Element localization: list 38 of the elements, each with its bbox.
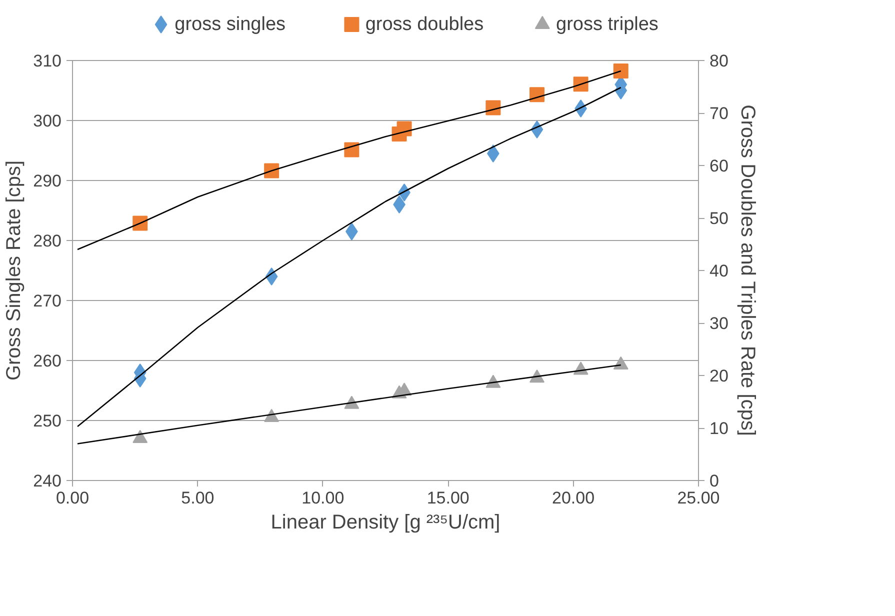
point bbox=[396, 121, 412, 136]
point bbox=[573, 76, 588, 92]
y-tick-label: 240 bbox=[33, 472, 62, 490]
y2-tick-label: 80 bbox=[710, 52, 728, 70]
y-tick-label: 250 bbox=[33, 412, 62, 430]
y-tick-label: 270 bbox=[33, 292, 62, 310]
point bbox=[344, 142, 360, 158]
y2-tick-label: 60 bbox=[710, 156, 728, 176]
y2-tick-label: 30 bbox=[710, 314, 728, 333]
y2-tick-label: 20 bbox=[710, 366, 728, 386]
y2-tick-label: 70 bbox=[710, 104, 728, 123]
point bbox=[486, 100, 501, 116]
point bbox=[529, 87, 544, 102]
y-tick-label: 300 bbox=[33, 112, 62, 130]
x-tick-label: 15.00 bbox=[426, 488, 470, 508]
x-tick-label: 20.00 bbox=[552, 488, 595, 508]
y2-tick-label: 40 bbox=[710, 262, 728, 280]
y2-axis-title: Gross Doubles and Triples Rate [cps] bbox=[736, 104, 758, 436]
y2-tick-label: 50 bbox=[710, 209, 728, 228]
x-tick-label: 10.00 bbox=[302, 488, 344, 508]
point bbox=[264, 163, 280, 178]
point bbox=[132, 430, 148, 444]
point bbox=[613, 64, 628, 78]
x-axis-title: Linear Density [g ²³⁵U/cm] bbox=[270, 512, 500, 534]
y-axis-title: Gross Singles Rate [cps] bbox=[3, 160, 26, 381]
x-tick-label: 0.00 bbox=[56, 488, 90, 508]
x-tick-label: 5.00 bbox=[181, 488, 214, 508]
legend-label: gross singles bbox=[174, 14, 286, 35]
legend-label: gross doubles bbox=[365, 14, 484, 35]
y-tick-label: 280 bbox=[33, 232, 62, 250]
point bbox=[613, 356, 628, 370]
y-tick-label: 260 bbox=[33, 352, 62, 370]
y-tick-label: 290 bbox=[33, 172, 62, 190]
y2-tick-label: 0 bbox=[710, 472, 719, 490]
x-tick-label: 25.00 bbox=[677, 488, 720, 508]
legend-label: gross triples bbox=[556, 14, 658, 35]
y-tick-label: 310 bbox=[33, 52, 62, 70]
y2-tick-label: 10 bbox=[710, 419, 728, 438]
